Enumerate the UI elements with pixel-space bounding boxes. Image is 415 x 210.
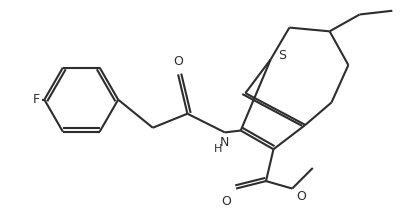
Text: N: N	[220, 136, 229, 149]
Text: O: O	[222, 195, 232, 208]
Text: O: O	[296, 190, 306, 203]
Text: O: O	[173, 55, 183, 68]
Text: F: F	[32, 93, 40, 106]
Text: S: S	[278, 49, 286, 62]
Text: H: H	[214, 144, 222, 154]
